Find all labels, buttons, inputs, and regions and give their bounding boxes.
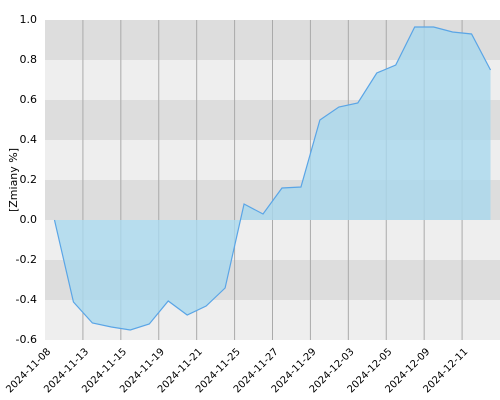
y-tick-label: -0.6 [16, 333, 37, 346]
area [54, 27, 491, 330]
y-tick-label: 1.0 [20, 13, 38, 26]
y-tick-label: -0.2 [16, 253, 37, 266]
y-tick-label: 0.8 [20, 53, 38, 66]
y-tick-label: 0.2 [20, 173, 38, 186]
line [53, 26, 492, 331]
y-tick-label: 0.0 [20, 213, 38, 226]
y-axis-label: [Zmiany %] [7, 148, 20, 212]
y-tick-label: -0.4 [16, 293, 37, 306]
y-tick-label: 0.4 [20, 133, 38, 146]
y-tick-label: 0.6 [20, 93, 38, 106]
